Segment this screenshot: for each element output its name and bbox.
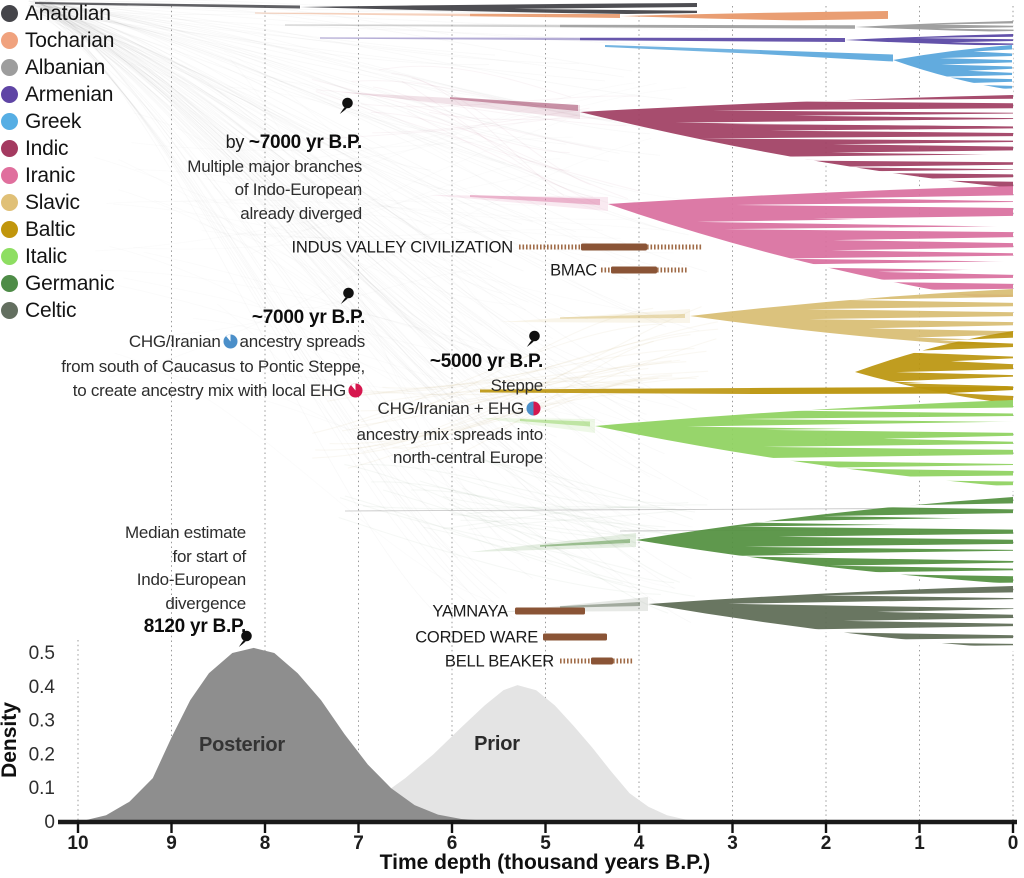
legend-label: Baltic: [25, 217, 76, 241]
legend-item-tocharian: Tocharian: [1, 27, 114, 54]
legend-color-dot: [1, 275, 18, 292]
annotation-line: ancestry spreads: [239, 331, 366, 351]
pin-icon: [339, 97, 354, 115]
annotation-line: CHG/Iranian: [128, 331, 221, 351]
pie-chg-icon: [223, 332, 238, 356]
legend-color-dot: [1, 32, 18, 49]
culture-bar-label: INDUS VALLEY CIVILIZATION: [292, 239, 513, 257]
legend-item-baltic: Baltic: [1, 216, 114, 243]
y-tick-label: 0.5: [29, 643, 55, 664]
y-tick-label: 0.4: [29, 677, 56, 698]
annotation-prefix: by: [225, 132, 249, 152]
pin-icon: [238, 630, 253, 648]
x-tick-label: 6: [447, 833, 458, 854]
legend-label: Germanic: [25, 271, 115, 295]
annotation-line: of Indo-European: [234, 180, 363, 199]
annotation-steppe-spread: ~5000 yr B.P. Steppe CHG/Iranian + EHG a…: [357, 350, 544, 470]
language-family-legend: Anatolian Tocharian Albanian Armenian Greek I…: [1, 0, 115, 324]
density-curve-label-prior: Prior: [474, 733, 520, 755]
legend-item-italic: Italic: [1, 243, 114, 270]
legend-color-dot: [1, 5, 18, 22]
legend-item-celtic: Celtic: [1, 297, 114, 324]
culture-bar-label: BELL BEAKER: [445, 653, 554, 671]
x-tick-label: 7: [353, 833, 364, 854]
legend-label: Celtic: [25, 298, 77, 322]
legend-label: Tocharian: [25, 28, 115, 52]
legend-item-armenian: Armenian: [1, 81, 114, 108]
legend-item-slavic: Slavic: [1, 189, 114, 216]
legend-item-indic: Indic: [1, 135, 114, 162]
culture-bar-label: BMAC: [550, 262, 597, 280]
annotation-line: divergence: [165, 593, 246, 613]
annotation-line: Median estimate: [125, 523, 246, 542]
pie-ehg-icon: [348, 381, 363, 405]
annotation-chg-spread: ~7000 yr B.P. CHG/Iranian ancestry spread…: [61, 306, 365, 404]
legend-label: Albanian: [25, 55, 106, 79]
legend-item-greek: Greek: [1, 108, 114, 135]
annotation-line: ancestry mix spreads into: [356, 424, 544, 444]
culture-bar-label: YAMNAYA: [432, 603, 508, 621]
legend-item-germanic: Germanic: [1, 270, 115, 297]
x-tick-label: 3: [727, 833, 738, 854]
pie-mix-icon: [526, 399, 541, 423]
annotation-branches-diverged: by ~7000 yr B.P. Multiple major branches…: [187, 131, 362, 225]
y-tick-label: 0.3: [29, 711, 55, 732]
legend-label: Iranic: [25, 163, 76, 187]
legend-color-dot: [1, 86, 18, 103]
legend-item-albanian: Albanian: [1, 54, 114, 81]
y-tick-label: 0.1: [29, 778, 55, 799]
density-curve-label-posterior: Posterior: [199, 734, 285, 756]
x-tick-label: 8: [260, 833, 271, 854]
y-tick-label: 0.2: [29, 744, 55, 765]
annotation-time: 8120 yr B.P.: [143, 616, 247, 637]
legend-color-dot: [1, 140, 18, 157]
annotation-line: Steppe: [490, 375, 544, 395]
y-tick-label: 0: [44, 812, 55, 833]
annotation-line: Indo-European: [136, 570, 246, 589]
annotation-line: already diverged: [240, 203, 362, 223]
annotation-line: Multiple major branches: [187, 156, 362, 176]
legend-label: Slavic: [25, 190, 80, 214]
x-tick-label: 9: [166, 833, 177, 854]
annotation-time: ~7000 yr B.P.: [251, 307, 365, 328]
pin-icon: [340, 287, 355, 305]
legend-label: Armenian: [25, 82, 114, 106]
pin-icon: [526, 330, 541, 348]
x-tick-label: 2: [821, 833, 832, 854]
legend-item-iranic: Iranic: [1, 162, 114, 189]
legend-color-dot: [1, 221, 18, 238]
y-axis-title: Density: [0, 702, 21, 778]
x-tick-label: 1: [914, 833, 925, 854]
legend-label: Italic: [25, 244, 67, 268]
annotation-time: ~5000 yr B.P.: [429, 351, 543, 372]
x-axis-title: Time depth (thousand years B.P.): [380, 851, 711, 874]
legend-color-dot: [1, 59, 18, 76]
annotation-line: CHG/Iranian + EHG: [377, 399, 525, 418]
legend-label: Indic: [25, 136, 69, 160]
legend-color-dot: [1, 194, 18, 211]
annotation-line: from south of Caucasus to Pontic Steppe,: [61, 357, 365, 376]
annotation-median-estimate: Median estimate for start of Indo-Europe…: [125, 521, 246, 639]
legend-color-dot: [1, 167, 18, 184]
culture-bar-label: CORDED WARE: [415, 629, 538, 647]
annotation-line: to create ancestry mix with local EHG: [72, 380, 346, 400]
x-tick-label: 0: [1008, 833, 1019, 854]
annotation-line: for start of: [172, 546, 246, 566]
annotation-line: north-central Europe: [393, 448, 543, 467]
legend-color-dot: [1, 113, 18, 130]
legend-color-dot: [1, 248, 18, 265]
legend-label: Greek: [25, 109, 82, 133]
legend-item-anatolian: Anatolian: [1, 0, 114, 27]
x-tick-label: 5: [540, 833, 551, 854]
x-tick-label: 4: [634, 833, 645, 854]
x-tick-label: 10: [67, 833, 88, 854]
legend-color-dot: [1, 302, 18, 319]
annotation-time: ~7000 yr B.P.: [248, 132, 362, 153]
legend-label: Anatolian: [25, 1, 111, 25]
